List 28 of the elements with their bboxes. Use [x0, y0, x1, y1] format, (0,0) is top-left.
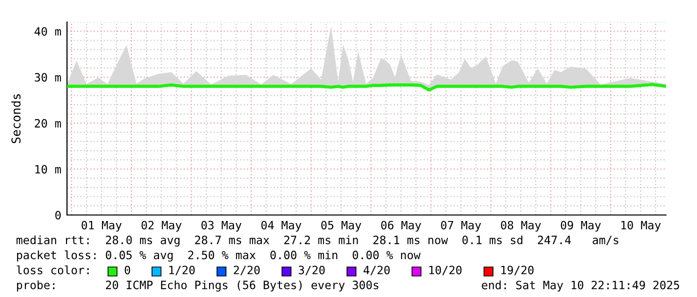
x-tick-label: 04 May	[261, 220, 302, 232]
legend-label: 2/20	[234, 266, 260, 276]
y-tick-label: 20 m	[34, 119, 61, 128]
x-tick-label: 06 May	[381, 220, 422, 232]
legend-label: 3/20	[298, 266, 325, 276]
legend-label: 0	[124, 266, 130, 274]
text: median rtt: 28.0 ms avg 28.7 ms max 27.2 ms min 28.1 ms now 0.1 ms sd 247.4 am/s	[16, 235, 618, 247]
x-tick-label: 05 May	[321, 220, 362, 232]
x-tick-label: 01 May	[82, 220, 122, 232]
x-tick-label: 09 May	[560, 220, 601, 232]
text: end: Sat May 10 22:11:49 2025	[482, 280, 680, 292]
y-tick-label: 0	[55, 210, 61, 220]
y-tick-label: 30 m	[34, 73, 61, 82]
x-tick-label: 02 May	[142, 220, 182, 232]
text: loss color:	[16, 265, 89, 274]
legend-label: 1/20	[169, 266, 195, 276]
x-tick-label: 10 May	[621, 220, 661, 232]
legend-label: 10/20	[429, 266, 462, 276]
x-tick-label: 08 May	[500, 220, 541, 232]
x-tick-label: 03 May	[201, 220, 242, 232]
y-tick-label: 10 m	[35, 164, 61, 174]
legend-label: 4/20	[364, 266, 390, 276]
y-axis-title: Seconds	[11, 94, 21, 144]
text: packet loss: 0.05 % avg 2.50 % max 0.00 % min 0.00 % now	[17, 250, 421, 262]
legend-label: 19/20	[501, 266, 534, 276]
text: probe: 20 ICMP Echo Pings (56 Bytes) every 300s	[17, 280, 378, 292]
x-tick-label: 07 May	[441, 220, 482, 232]
y-tick-label: 40 m	[34, 27, 61, 36]
